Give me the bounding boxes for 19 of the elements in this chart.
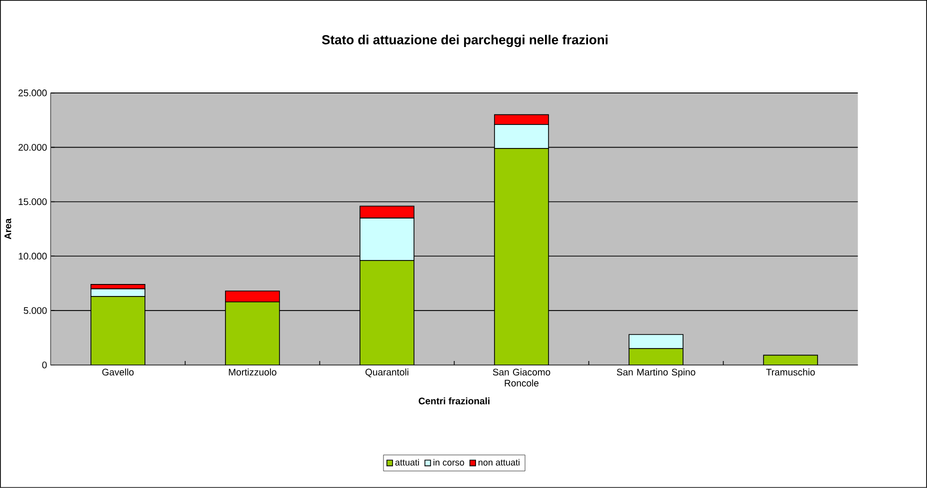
bar xyxy=(763,354,818,366)
y-tick-label: 20.000 xyxy=(18,144,47,151)
y-tick-label: 15.000 xyxy=(18,198,47,206)
y-tick-label: 25.000 xyxy=(18,90,47,96)
x-tick-label: San Giacomo Roncole xyxy=(492,368,550,387)
y-tick-label: 5.000 xyxy=(24,307,47,314)
x-tick-label: Quarantoli xyxy=(366,368,408,378)
chart-title: Stato di attuazione dei parcheggi nelle frazioni xyxy=(322,34,608,48)
x-tick-label: Mortizzuolo xyxy=(228,368,276,376)
y-axis-title: Area xyxy=(4,218,12,240)
y-tick-label: 0 xyxy=(42,362,47,368)
x-tick-label: Gavello xyxy=(102,368,134,376)
legend-label: in corso xyxy=(434,459,464,466)
y-tick-label: 10.000 xyxy=(18,252,47,260)
x-tick-label: Tramuschio xyxy=(766,368,815,376)
legend-label: attuati xyxy=(395,459,419,466)
x-axis-title: Centri frazionali xyxy=(418,397,490,404)
x-tick-label: San Martino Spino xyxy=(616,368,696,378)
legend-label: non attuati xyxy=(478,459,520,466)
